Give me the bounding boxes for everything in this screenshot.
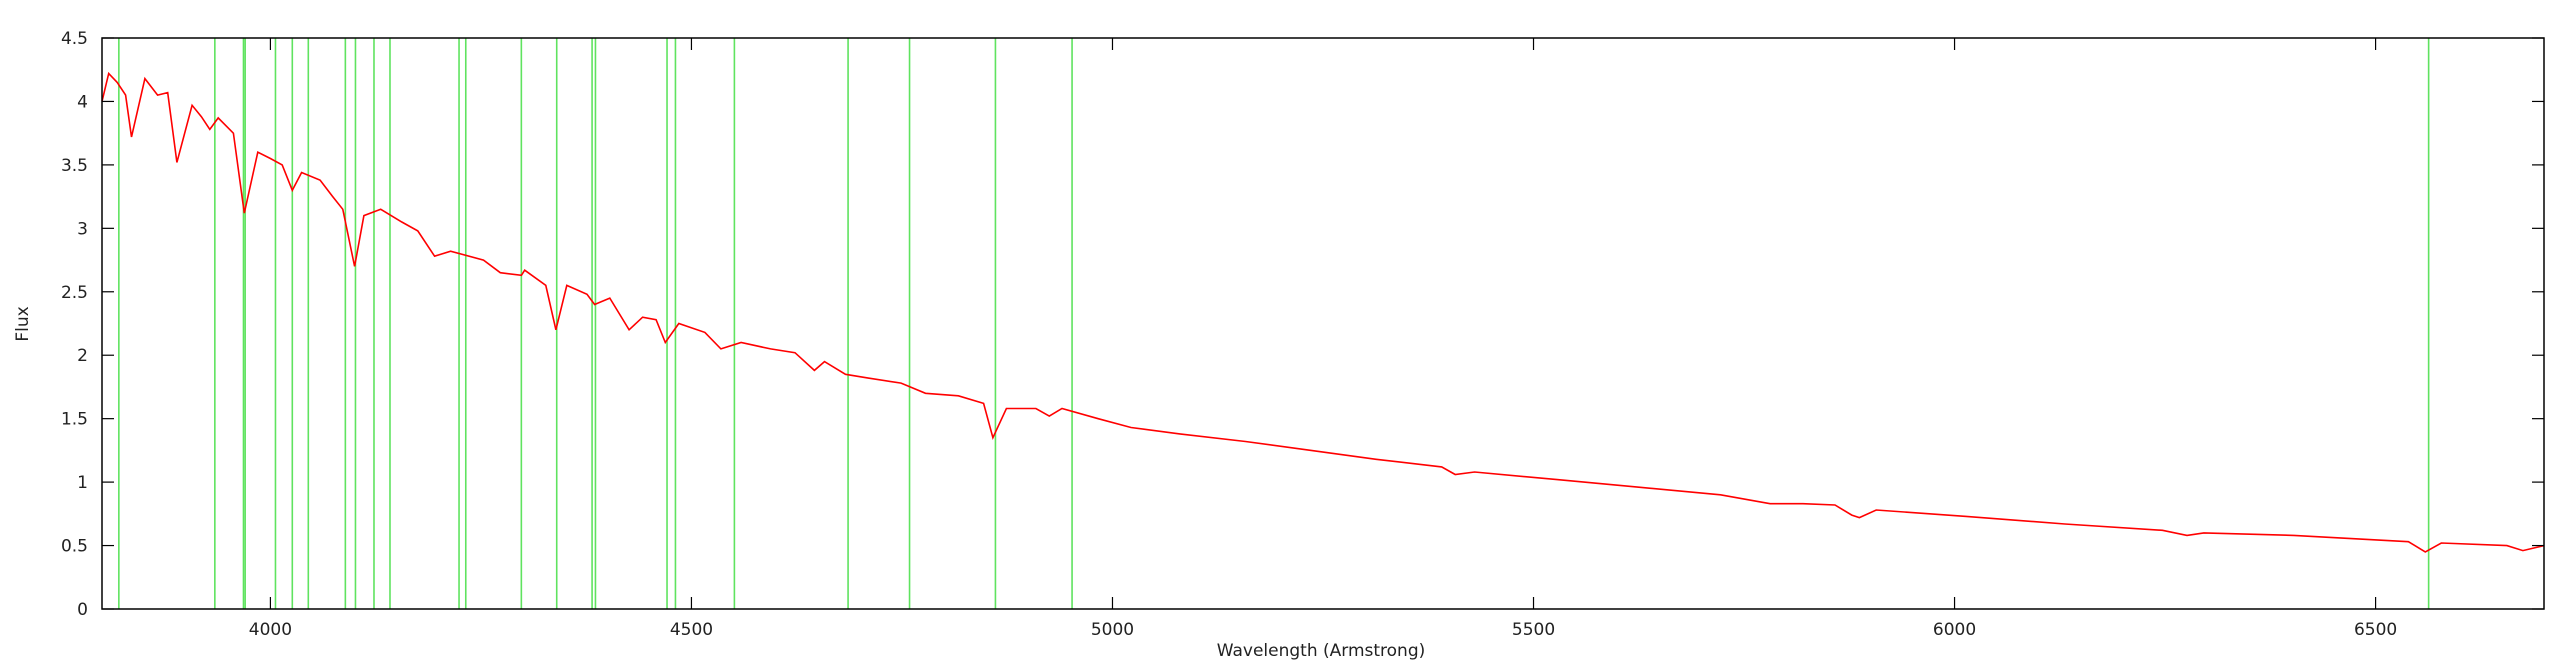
y-axis-label: Flux xyxy=(13,306,33,341)
x-tick-label: 5000 xyxy=(1091,620,1134,640)
y-tick-label: 4 xyxy=(77,92,88,112)
y-tick-label: 3.5 xyxy=(61,156,88,176)
plot-border xyxy=(101,37,2545,610)
y-tick-label: 2 xyxy=(77,346,88,366)
y-tick-label: 0.5 xyxy=(61,537,88,557)
x-tick-label: 4500 xyxy=(670,620,713,640)
y-tick-label: 2.5 xyxy=(61,283,88,303)
x-tick-label: 6000 xyxy=(1933,620,1976,640)
y-tick-label: 0 xyxy=(77,600,88,620)
y-tick-label: 3 xyxy=(77,219,88,239)
x-axis-label: Wavelength (Armstrong) xyxy=(1217,641,1426,661)
y-tick-label: 4.5 xyxy=(61,29,88,49)
y-tick-label: 1.5 xyxy=(61,410,88,430)
x-tick-label: 4000 xyxy=(249,620,292,640)
x-tick-label: 6500 xyxy=(2354,620,2397,640)
spectrum-line xyxy=(101,71,2545,553)
x-tick-label: 5500 xyxy=(1512,620,1555,640)
y-tick-label: 1 xyxy=(77,473,88,493)
